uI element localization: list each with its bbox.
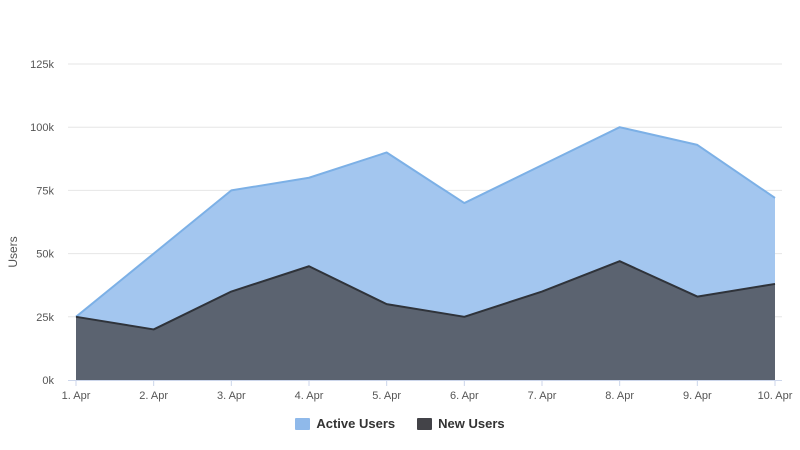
- y-tick-label: 100k: [30, 122, 54, 134]
- y-tick-label: 50k: [36, 249, 54, 261]
- series-areas: [75, 126, 776, 380]
- legend-item-new-users[interactable]: New Users: [417, 416, 505, 431]
- y-tick-label: 25k: [36, 312, 54, 324]
- x-tick-label: 5. Apr: [372, 390, 401, 402]
- legend-swatch-active-users: [295, 417, 311, 430]
- legend: Active Users New Users: [0, 416, 800, 431]
- y-tick-label: 75k: [36, 185, 54, 197]
- area-new-users: [76, 261, 775, 380]
- line-active-users: [75, 126, 776, 318]
- x-tick-label: 3. Apr: [217, 390, 246, 402]
- x-tick-label: 6. Apr: [450, 390, 479, 402]
- x-tick-label: 7. Apr: [528, 390, 557, 402]
- legend-label-active-users: Active Users: [316, 416, 396, 431]
- x-tick-label: 2. Apr: [139, 390, 168, 402]
- x-tick-label: 10. Apr: [758, 390, 793, 402]
- legend-swatch-new-users: [417, 417, 433, 430]
- x-tick-label: 4. Apr: [295, 390, 324, 402]
- y-axis-title: Users: [6, 236, 20, 267]
- x-tick-label: 9. Apr: [683, 390, 712, 402]
- y-tick-label: 0k: [42, 375, 54, 387]
- chart-svg: 0k 25k 50k 75k 100k 125k 1. Apr 2. Apr 3. Apr 4. …: [6, 59, 793, 402]
- legend-item-active-users[interactable]: Active Users: [295, 416, 395, 431]
- y-tick-label: 125k: [30, 59, 54, 71]
- axes: 0k 25k 50k 75k 100k 125k 1. Apr 2. Apr 3. Apr 4. …: [30, 59, 793, 402]
- x-tick-label: 8. Apr: [605, 390, 634, 402]
- line-new-users: [75, 260, 776, 331]
- legend-label-new-users: New Users: [438, 416, 505, 431]
- x-tick-label: 1. Apr: [62, 390, 91, 402]
